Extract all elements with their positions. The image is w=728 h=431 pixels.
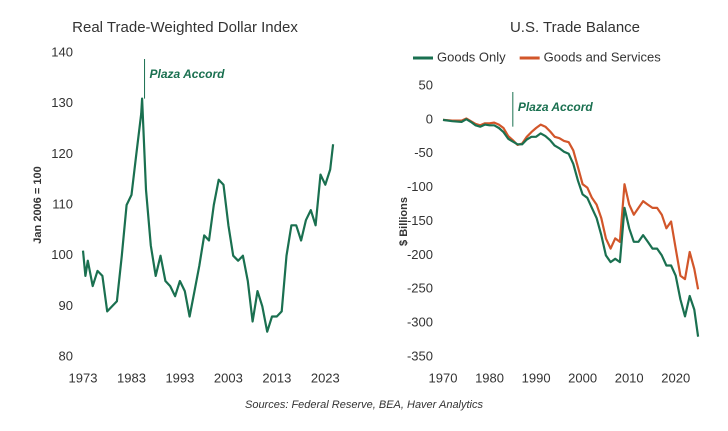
x-tick-label: 1973 <box>69 370 98 385</box>
y-tick-label: -250 <box>407 281 433 296</box>
x-tick-label: 2000 <box>568 370 597 385</box>
x-tick-label: 1993 <box>165 370 194 385</box>
x-tick-label: 2020 <box>661 370 690 385</box>
data-line <box>442 118 700 337</box>
y-tick-label: 130 <box>51 95 73 110</box>
y-tick-label: -100 <box>407 179 433 194</box>
y-tick-label: 50 <box>419 77 433 92</box>
y-tick-label: -200 <box>407 247 433 262</box>
chart-title: U.S. Trade Balance <box>510 19 640 36</box>
y-tick-label: 120 <box>51 146 73 161</box>
x-tick-label: 1990 <box>522 370 551 385</box>
y-tick-label: -350 <box>407 348 433 363</box>
x-tick-label: 2010 <box>615 370 644 385</box>
y-axis-label: $ Billions <box>398 197 410 246</box>
y-axis-label: Jan 2006 = 100 <box>32 166 44 243</box>
y-tick-label: -50 <box>414 145 433 160</box>
y-tick-label: 0 <box>426 111 433 126</box>
data-line <box>442 117 700 290</box>
y-tick-label: 140 <box>51 44 73 59</box>
data-line <box>81 97 335 333</box>
chart-title: Real Trade-Weighted Dollar Index <box>72 19 298 36</box>
annotation: Plaza Accord <box>518 100 594 114</box>
legend-label: Goods and Services <box>544 49 662 64</box>
x-tick-label: 1980 <box>475 370 504 385</box>
annotation: Plaza Accord <box>150 67 226 81</box>
y-tick-label: 90 <box>59 298 73 313</box>
y-tick-label: 100 <box>51 247 73 262</box>
legend-label: Goods Only <box>437 49 506 64</box>
y-tick-label: -150 <box>407 213 433 228</box>
y-tick-label: 80 <box>59 348 73 363</box>
y-tick-label: 110 <box>52 196 73 211</box>
x-tick-label: 2013 <box>262 370 291 385</box>
x-tick-label: 1970 <box>429 370 458 385</box>
x-tick-label: 1983 <box>117 370 146 385</box>
x-tick-label: 2003 <box>214 370 243 385</box>
source: Sources: Federal Reserve, BEA, Haver Ana… <box>245 399 484 411</box>
x-tick-label: 2023 <box>311 370 340 385</box>
y-tick-label: -300 <box>407 315 433 330</box>
